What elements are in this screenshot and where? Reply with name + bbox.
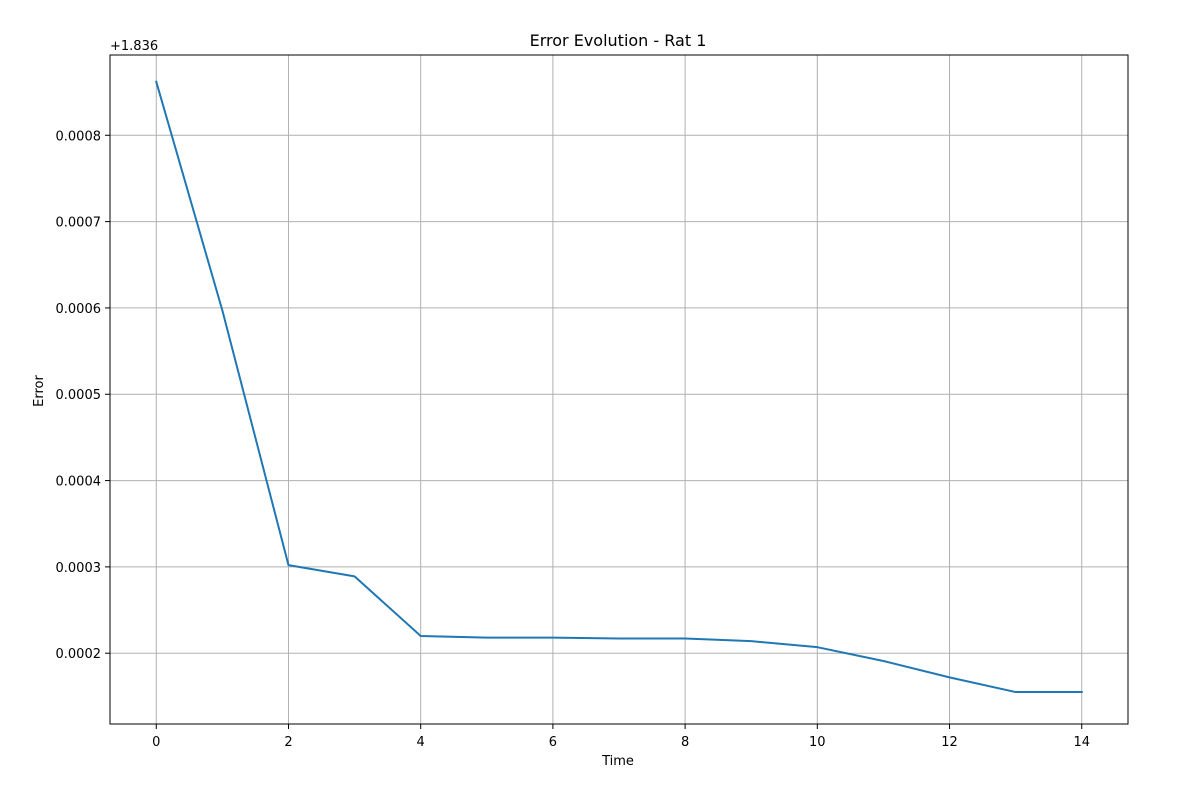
y-tick-label: 0.0005 [56, 388, 102, 403]
x-tick-label: 12 [941, 735, 958, 750]
chart-title: Error Evolution - Rat 1 [530, 31, 707, 50]
y-tick-label: 0.0004 [56, 475, 102, 490]
series-layer [155, 80, 1083, 694]
x-tick-label: 2 [284, 735, 292, 750]
y-tick-label: 0.0003 [56, 561, 102, 576]
series-line [155, 80, 1083, 694]
y-tick-label: 0.0007 [56, 216, 102, 231]
x-axis-label: Time [601, 754, 634, 769]
grid [110, 55, 1128, 724]
y-tick-label: 0.0002 [56, 647, 102, 662]
x-tick-label: 8 [681, 735, 689, 750]
x-tick-label: 10 [809, 735, 826, 750]
ticks: 0 2 4 6 8 10 12 14 0.0002 0.0003 0.0004 0.0005 0.000… [56, 129, 1091, 750]
x-tick-label: 4 [417, 735, 425, 750]
x-tick-label: 14 [1073, 735, 1090, 750]
plot-frame [109, 54, 1129, 725]
y-offset-label: +1.836 [110, 39, 158, 54]
y-axis-label: Error [32, 375, 47, 407]
y-tick-label: 0.0006 [56, 302, 102, 317]
x-tick-label: 6 [549, 735, 557, 750]
y-tick-label: 0.0008 [56, 129, 102, 144]
x-tick-label: 0 [152, 735, 160, 750]
